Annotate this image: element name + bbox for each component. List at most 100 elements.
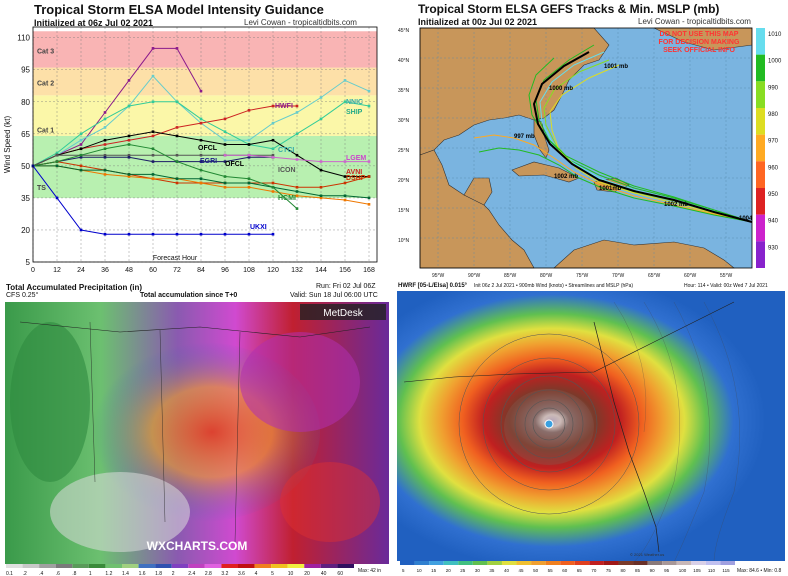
model-point [127, 79, 131, 82]
model-point [79, 147, 83, 151]
scale-label: 40 [321, 571, 327, 576]
model-point [223, 232, 227, 236]
gefs-tracks-panel: Tropical Storm ELSA GEFS Tracks & Min. M… [394, 0, 788, 282]
lon-label: 55°W [720, 273, 733, 279]
model-point [223, 117, 227, 121]
model-label: HCMI [278, 195, 296, 202]
model-point [295, 104, 299, 108]
model-point [319, 194, 323, 198]
model-point [367, 203, 371, 206]
scale-label: 105 [693, 568, 701, 573]
model-point [55, 196, 59, 200]
colorbar-label: 970 [768, 139, 779, 145]
scale-label: 25 [460, 568, 466, 573]
lon-label: 60°W [684, 273, 697, 279]
model-point [343, 79, 347, 82]
model-point [127, 232, 131, 236]
track-label-3: 997 mb [514, 134, 535, 140]
model-point [247, 138, 251, 142]
colorbar-label: 1000 [768, 59, 782, 65]
wxcharts-watermark: WXCHARTS.COM [147, 539, 248, 553]
scale-swatch [414, 561, 430, 565]
model-point [103, 126, 107, 129]
scale-swatch [304, 564, 321, 568]
model-point [151, 47, 155, 50]
model-point [151, 147, 155, 151]
scale-swatch [271, 564, 288, 568]
gefs-subtitle: Initialized at 00z Jul 02 2021 [418, 17, 538, 27]
lat-label: 10°N [398, 238, 410, 244]
scale-label: 60 [337, 571, 343, 576]
model-point [79, 143, 83, 146]
scale-label: 1.8 [155, 571, 162, 576]
model-point [295, 185, 299, 189]
scale-swatch [204, 564, 222, 568]
scale-swatch [138, 564, 156, 568]
model-point [175, 134, 179, 138]
model-point [127, 143, 131, 146]
model-line [32, 143, 298, 209]
scale-label: 95 [664, 568, 670, 573]
svg-text:SEEK OFFICIAL INFO: SEEK OFFICIAL INFO [663, 47, 735, 54]
scale-label: 50 [533, 568, 539, 573]
model-point [151, 160, 155, 163]
scale-swatch [155, 564, 172, 568]
scale-label: 40 [504, 568, 510, 573]
model-point [79, 156, 83, 159]
lon-label: 80°W [540, 273, 553, 279]
x-tick-label: 144 [315, 267, 327, 274]
model-point [319, 96, 323, 99]
model-point [223, 181, 227, 185]
scale-label: 15 [431, 568, 437, 573]
model-point [79, 138, 83, 142]
scale-label: 5 [402, 568, 405, 573]
lon-label: 85°W [504, 273, 517, 279]
model-point [103, 147, 107, 151]
scale-swatch [720, 561, 735, 565]
y-tick-label: 110 [17, 34, 30, 43]
model-point [271, 147, 275, 151]
model-point [223, 153, 227, 157]
model-point [103, 143, 107, 146]
model-point [319, 160, 323, 163]
model-point [247, 177, 251, 180]
model-point [367, 104, 371, 108]
scale-label: 115 [722, 568, 730, 573]
model-point [367, 196, 371, 200]
x-tick-label: 108 [243, 267, 255, 274]
scale-label: 75 [606, 568, 612, 573]
model-point [295, 153, 299, 157]
precip-run: Run: Fri 02 Jul 06Z [316, 283, 376, 290]
scale-swatch [88, 564, 106, 568]
x-axis-label: Forecast Hour [153, 255, 198, 262]
intensity-chart: 5 20 35 50 65 80 95 110 0 12 24 36 48 60 72 84 96 108 120 1… [3, 26, 378, 274]
model-point [127, 138, 131, 142]
x-tick-label: 24 [77, 267, 85, 274]
scale-swatch [171, 564, 189, 568]
scale-label: 65 [577, 568, 583, 573]
scale-swatch [589, 561, 604, 565]
ensemble-tracks [473, 44, 753, 223]
colorbar-swatch [756, 214, 765, 242]
track-label-5: 1001mb [599, 186, 622, 192]
lat-label: 30°N [398, 118, 410, 124]
storm-eye [544, 419, 554, 429]
model-label: ICON [278, 167, 296, 174]
colorbar-swatch [756, 81, 765, 108]
intensity-title: Tropical Storm ELSA Model Intensity Guid… [34, 2, 324, 17]
scale-label: 3.2 [221, 571, 228, 576]
colorbar-swatch [756, 134, 765, 162]
model-label: DSHP [346, 175, 366, 182]
model-label: LGEM [346, 155, 366, 162]
x-tick-label: 12 [53, 267, 61, 274]
scale-swatch [55, 564, 73, 568]
lon-label: 95°W [432, 273, 445, 279]
scale-swatch [337, 564, 354, 568]
scale-label: 3.6 [238, 571, 245, 576]
model-point [175, 181, 179, 185]
model-point [271, 185, 275, 189]
scale-swatch [531, 561, 546, 565]
model-point [295, 190, 299, 193]
scale-label: 55 [548, 568, 554, 573]
category-label: Cat 1 [37, 128, 54, 135]
